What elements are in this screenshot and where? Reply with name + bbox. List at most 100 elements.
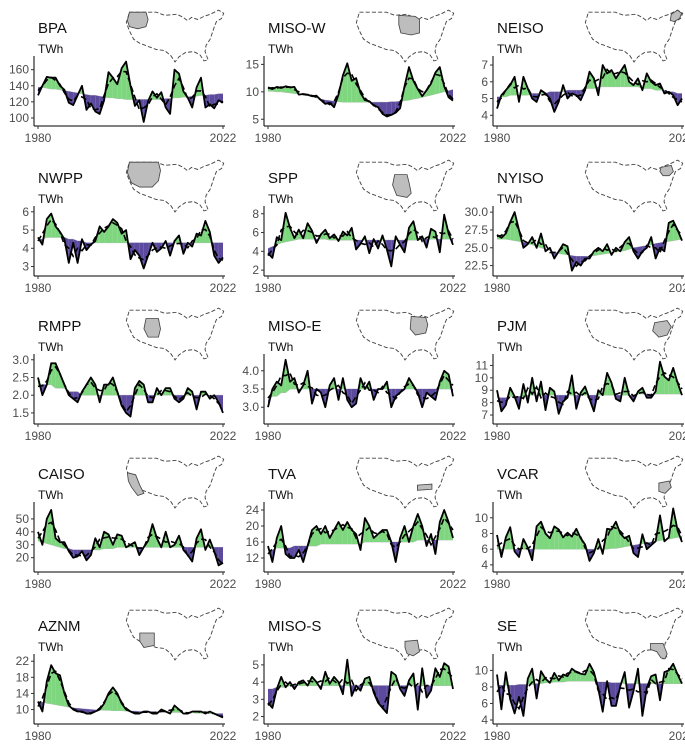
below-trend-area: [42, 384, 47, 396]
panel-rmpp: RMPP TWh 1.5 2.0 2.5 3.0 1980 2022: [10, 298, 238, 448]
above-trend-area: [117, 68, 122, 99]
above-trend-area: [607, 372, 612, 396]
y-tick-label: 2.5: [12, 370, 29, 384]
above-trend-area: [595, 539, 599, 550]
below-trend-area: [316, 389, 321, 393]
y-tick-label: 6: [481, 696, 488, 710]
smoothed-dashed-line: [37, 70, 224, 111]
x-tick-label: 2022: [210, 429, 237, 443]
x-tick-label: 1980: [255, 429, 282, 443]
above-trend-area: [510, 212, 515, 241]
y-tick-label: 5: [252, 658, 259, 672]
panel-bpa: BPA TWh 100 120 140 160 1980 2022: [9, 0, 238, 150]
above-trend-area: [108, 377, 113, 396]
above-trend-area: [209, 231, 212, 243]
above-trend-area: [611, 382, 615, 396]
us-outline: [125, 607, 225, 661]
region-map-icon: [355, 307, 455, 361]
above-trend-area: [541, 381, 544, 396]
above-trend-area: [444, 510, 449, 540]
above-trend-area: [651, 81, 656, 91]
generation-line: [267, 658, 454, 714]
panel-title: BPA: [38, 20, 67, 37]
above-trend-area: [104, 531, 109, 549]
region-highlight: [392, 174, 412, 198]
y-tick-label: 15: [246, 57, 260, 71]
below-trend-area: [498, 685, 502, 710]
above-trend-area: [444, 663, 449, 686]
y-unit-label: TWh: [38, 640, 64, 654]
x-tick-label: 2022: [210, 577, 237, 591]
panel-title: NWPP: [38, 170, 83, 187]
below-trend-area: [657, 683, 660, 701]
panel-vcar: VCAR TWh 4 6 810 1980 2022: [469, 446, 685, 596]
above-trend-area: [576, 528, 581, 550]
generation-line: [496, 360, 683, 415]
y-tick-label: 160: [9, 63, 29, 77]
above-trend-area: [505, 527, 511, 550]
panel-miso-w: MISO-W TWh 5 10 15 1980 2022: [240, 0, 468, 150]
y-tick-label: 30: [16, 538, 30, 552]
x-tick-label: 1980: [484, 729, 511, 743]
below-trend-area: [356, 389, 359, 404]
y-tick-label: 4: [481, 558, 488, 572]
above-trend-area: [316, 682, 319, 686]
plot-area: 2 4 6 8 1980 2022: [252, 206, 467, 295]
generation-line: [37, 362, 224, 418]
y-tick-label: 7: [481, 58, 488, 72]
below-trend-area: [629, 395, 634, 402]
above-trend-area: [351, 78, 357, 103]
x-tick-label: 2022: [669, 281, 685, 295]
x-tick-label: 1980: [484, 281, 511, 295]
x-tick-label: 1980: [255, 577, 282, 591]
region-highlight: [126, 161, 161, 188]
region-map-icon: [355, 455, 455, 509]
above-trend-area: [60, 231, 64, 238]
above-trend-area: [320, 526, 326, 544]
y-tick-label: 6: [481, 542, 488, 556]
above-trend-area: [431, 72, 436, 96]
generation-line: [267, 509, 454, 563]
y-tick-label: 10: [246, 85, 260, 99]
y-tick-label: 20: [16, 551, 30, 565]
generation-line: [496, 507, 683, 562]
plot-area: 12 16 20 24 1980 2022: [246, 502, 467, 591]
above-trend-area: [303, 680, 308, 686]
plot-area: 3.0 3.5 4.0 1980 2022: [242, 354, 467, 443]
panel-tva: TVA TWh 12 16 20 24 1980 2022: [240, 446, 468, 596]
above-trend-area: [444, 370, 449, 389]
above-trend-area: [615, 521, 621, 549]
region-map-icon: [125, 607, 225, 661]
below-trend-area: [437, 239, 440, 253]
y-tick-label: 10: [16, 703, 30, 717]
x-tick-label: 1980: [25, 281, 52, 295]
region-map-icon: [355, 607, 455, 661]
plot-area: 3 4 5 6 1980 2022: [22, 205, 236, 295]
plot-area: 4 5 6 7 1980 2022: [481, 56, 685, 145]
y-unit-label: TWh: [497, 42, 523, 56]
below-trend-area: [519, 396, 522, 409]
panel-title: NYISO: [497, 170, 544, 187]
above-trend-area: [665, 222, 669, 242]
above-trend-area: [51, 665, 56, 705]
below-trend-area: [365, 240, 370, 254]
above-trend-area: [338, 231, 343, 241]
y-tick-label: 2.0: [12, 388, 29, 402]
below-trend-area: [415, 389, 418, 393]
generation-line: [37, 509, 224, 567]
y-unit-label: TWh: [38, 340, 64, 354]
region-highlight: [404, 639, 420, 657]
x-tick-label: 2022: [210, 131, 237, 145]
y-tick-label: 5: [22, 223, 29, 237]
y-tick-label: 6: [252, 226, 259, 240]
below-trend-area: [126, 395, 131, 417]
y-tick-label: 1.5: [12, 406, 29, 420]
above-trend-area: [409, 221, 414, 241]
below-trend-area: [414, 685, 418, 710]
region-highlight: [417, 483, 433, 491]
us-outline: [355, 455, 455, 509]
generation-line: [496, 64, 683, 113]
y-unit-label: TWh: [268, 488, 294, 502]
region-highlight: [650, 642, 668, 660]
smoothed-dashed-line: [267, 668, 454, 710]
